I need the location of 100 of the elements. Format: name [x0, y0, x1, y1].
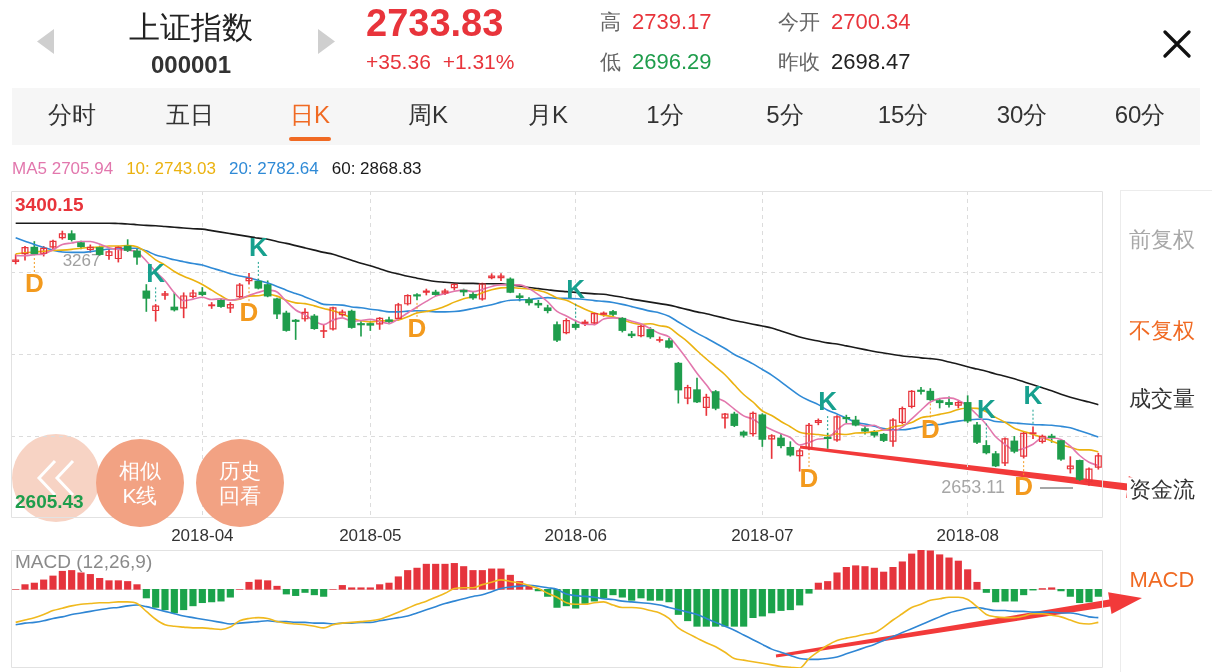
bar: [945, 557, 953, 590]
bar: [870, 567, 878, 590]
bar: [684, 589, 692, 622]
bar: [30, 582, 38, 590]
bar: [628, 589, 636, 601]
chart-title: MACD (12,26,9): [15, 551, 153, 573]
bar: [301, 589, 309, 593]
candlestick: [1029, 426, 1037, 440]
bar: [833, 572, 841, 590]
text: 不复权: [1127, 318, 1197, 344]
bar: [441, 563, 449, 590]
bar: [133, 584, 141, 590]
text: 5分: [766, 101, 804, 129]
bar: [264, 580, 272, 590]
annotation: D: [239, 297, 259, 328]
bar: [198, 589, 206, 604]
bar: [646, 589, 654, 601]
bar: [1020, 589, 1028, 596]
annotation: K: [818, 386, 838, 417]
x-tick-label: 2018-04: [171, 525, 234, 545]
bar: [376, 584, 384, 590]
bar: [161, 589, 169, 611]
bar: [357, 587, 365, 590]
bar: [973, 581, 981, 590]
annotation: D: [799, 463, 819, 494]
bar: [721, 589, 729, 627]
bar: [702, 589, 710, 627]
bar: [786, 589, 794, 611]
text: 今开: [778, 9, 820, 35]
bar: [730, 589, 738, 627]
bar: [1048, 587, 1056, 590]
bar: [40, 579, 48, 590]
bar: [964, 569, 972, 590]
bar: [394, 576, 402, 590]
text: 高: [600, 9, 621, 35]
bar: [656, 589, 664, 601]
bar: [805, 589, 813, 594]
bar: [842, 566, 850, 590]
bar: [105, 580, 113, 590]
candlestick: [161, 290, 169, 300]
bar: [413, 567, 421, 590]
text: 低: [600, 49, 621, 75]
bar: [152, 589, 160, 608]
bar: [21, 584, 29, 590]
bar: [282, 589, 290, 595]
bar: [740, 589, 748, 627]
bar: [814, 582, 822, 590]
text: 2700.34: [831, 9, 911, 35]
candlestick: [749, 411, 757, 437]
text: 昨收: [778, 49, 820, 75]
annotation: 3267: [62, 251, 101, 271]
bar: [609, 589, 617, 596]
bar: [880, 571, 888, 590]
bar: [469, 570, 477, 590]
text: +35.36 +1.31%: [366, 49, 515, 75]
text: 2739.17: [632, 9, 712, 35]
bar: [404, 570, 412, 590]
bar: [618, 589, 626, 598]
candlestick: [1001, 437, 1009, 466]
bar: [917, 550, 925, 590]
bar: [758, 589, 766, 617]
bar: [478, 570, 486, 590]
bar: [1001, 589, 1009, 602]
annotation: D: [24, 268, 44, 299]
bar: [114, 580, 122, 590]
chart-title: 上证指数: [129, 10, 253, 46]
candlestick: [1085, 467, 1093, 486]
bar: [86, 574, 94, 590]
text: 30分: [996, 101, 1048, 129]
bar: [58, 570, 66, 590]
chart-subtitle: 000001: [150, 51, 232, 79]
bar: [450, 563, 458, 590]
bar: [1085, 589, 1093, 603]
candlestick: [721, 412, 729, 429]
bar: [366, 587, 374, 590]
bar: [600, 589, 608, 599]
text: 资金流: [1127, 477, 1197, 503]
text: 2698.47: [831, 49, 911, 75]
bar: [170, 589, 178, 614]
bar: [926, 550, 934, 590]
bar: [310, 589, 318, 596]
bar: [124, 581, 132, 590]
bar: [348, 587, 356, 590]
bar: [1076, 589, 1084, 604]
bar: [68, 570, 76, 590]
bar: [712, 589, 720, 627]
bar: [936, 554, 944, 590]
annotation: K: [248, 232, 268, 263]
x-tick-label: 2018-07: [731, 525, 794, 545]
candlestick: [497, 273, 505, 282]
bar: [1094, 589, 1102, 597]
bar: [338, 585, 346, 590]
candlestick: [805, 423, 813, 451]
bar: [189, 589, 197, 607]
bar: [889, 566, 897, 590]
bar: [1057, 589, 1065, 592]
candlestick: [357, 320, 365, 337]
annotation: 相似K线: [118, 457, 162, 509]
text: 分时: [48, 101, 96, 129]
text: 日K: [289, 101, 331, 129]
